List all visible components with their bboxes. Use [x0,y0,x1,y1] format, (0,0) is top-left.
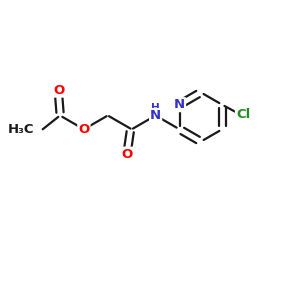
Text: H: H [151,103,160,113]
Text: H₃C: H₃C [8,123,34,136]
Text: Cl: Cl [236,108,250,121]
Text: N: N [174,98,185,111]
Text: N: N [150,109,161,122]
Text: O: O [122,148,133,160]
Text: O: O [78,123,89,136]
Text: O: O [53,84,64,97]
